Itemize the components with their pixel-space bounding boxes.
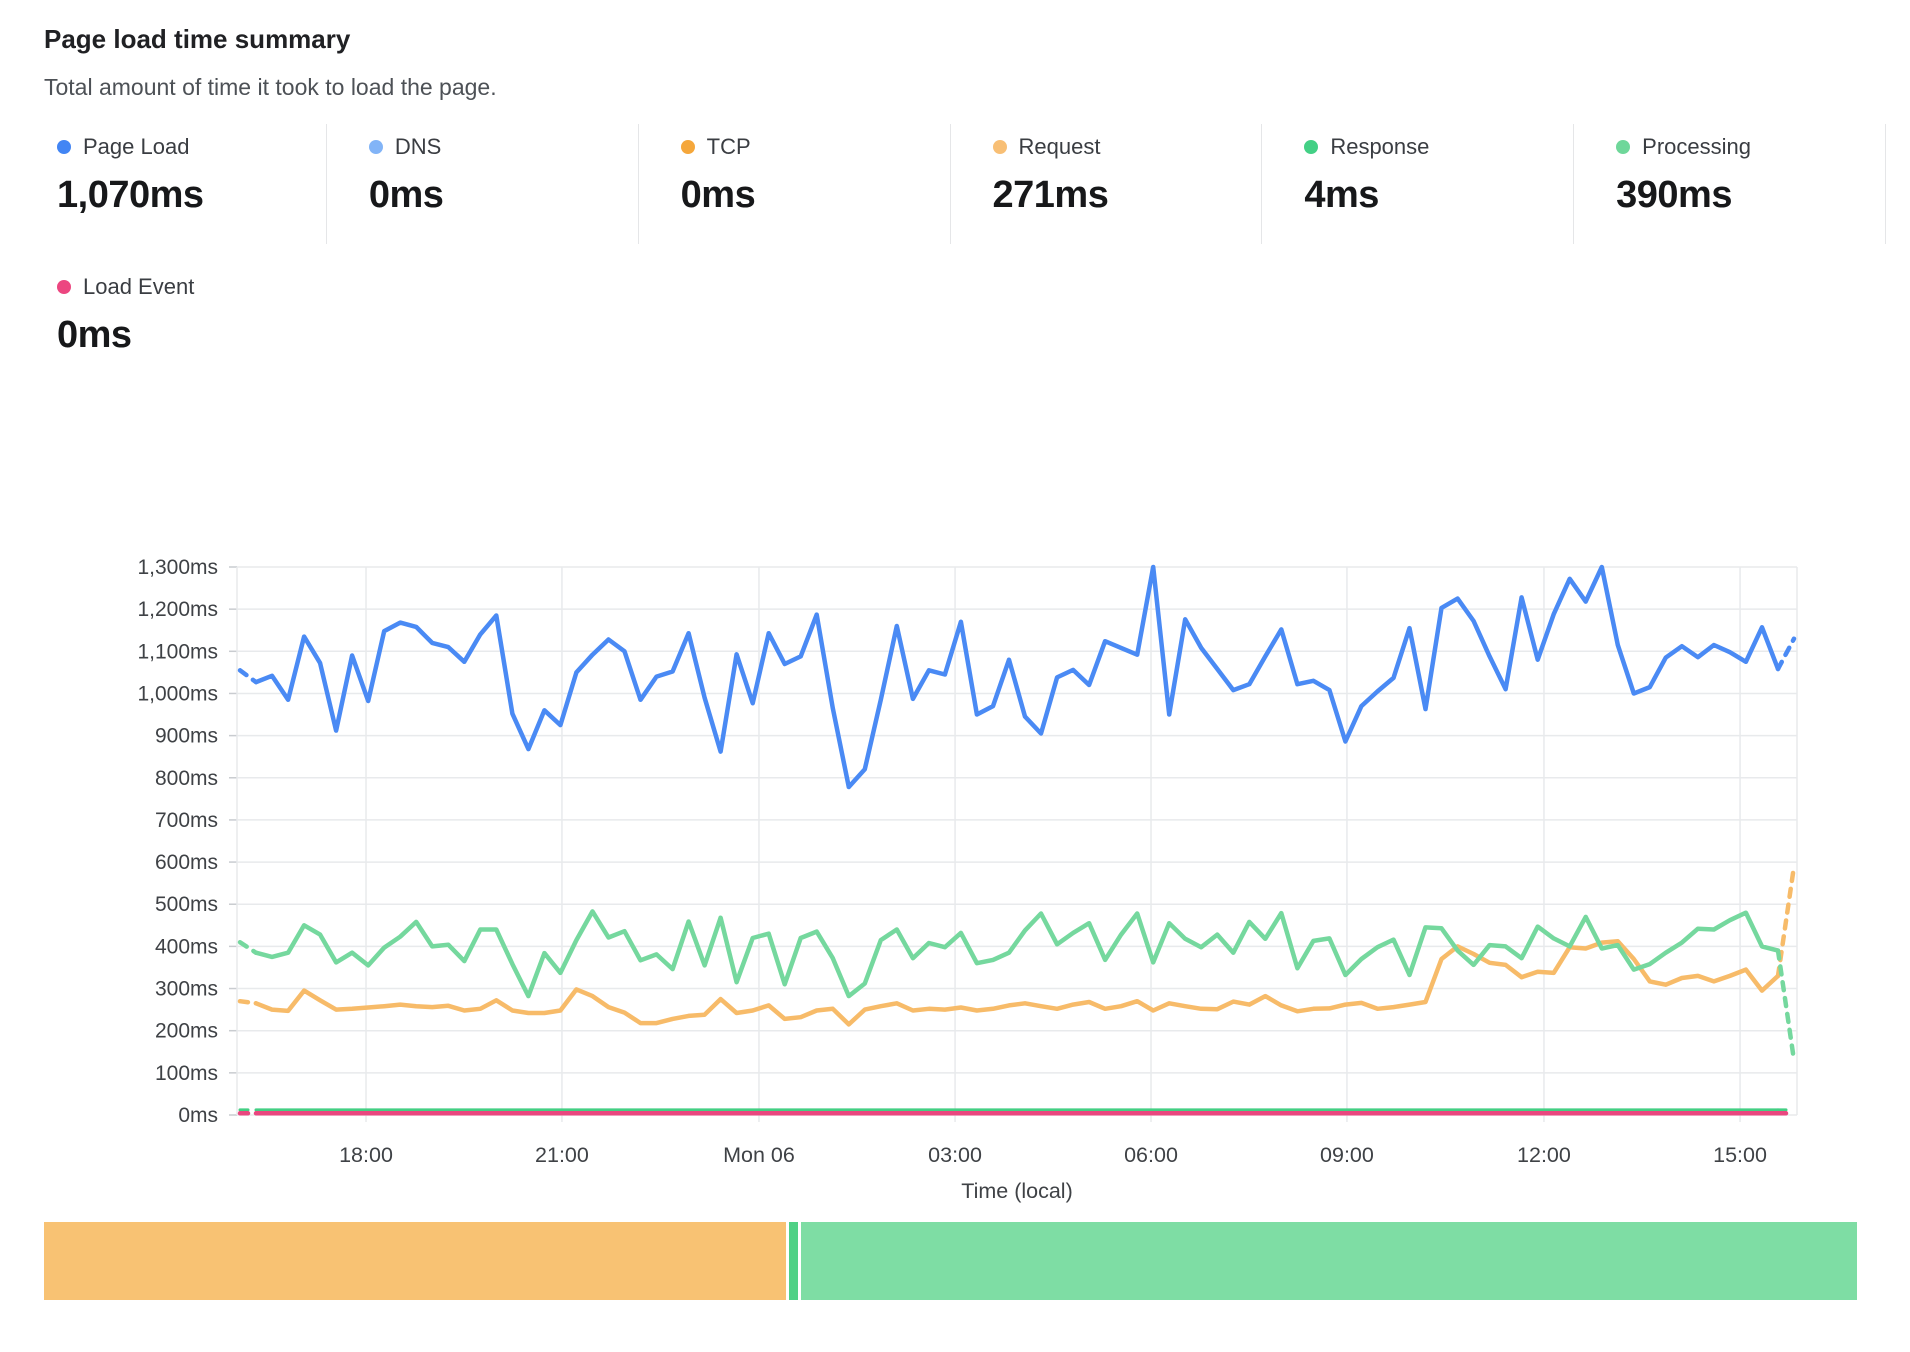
metrics-row: Page Load 1,070ms DNS 0ms TCP 0ms Request 271ms… — [15, 124, 1886, 244]
x-axis-label: 06:00 — [1124, 1143, 1178, 1167]
y-axis-label: 1,000ms — [137, 682, 218, 705]
bar-segment-response — [789, 1222, 798, 1300]
metric-value: 0ms — [368, 174, 444, 216]
metric-label: Load Event — [83, 274, 195, 299]
load-event-legend-dot-icon — [57, 280, 71, 294]
metric-tile-page-load: Page Load 1,070ms — [15, 124, 327, 244]
y-axis-label: 0ms — [178, 1104, 218, 1127]
metric-value: 0ms — [680, 174, 756, 216]
x-axis-label: 18:00 — [339, 1143, 393, 1167]
metric-label: Page Load — [83, 134, 190, 159]
y-axis-label: 1,200ms — [137, 598, 218, 621]
timing-breakdown-bar — [44, 1222, 1857, 1300]
y-axis-label: 800ms — [155, 767, 218, 790]
series-line-processing — [1775, 948, 1797, 1063]
x-axis-label: Mon 06 — [723, 1143, 795, 1167]
series-line-page-load — [237, 668, 259, 685]
x-axis-label: 12:00 — [1517, 1143, 1571, 1167]
y-axis-label: 1,100ms — [137, 640, 218, 663]
x-axis-label: 21:00 — [535, 1143, 589, 1167]
series-line-page-load — [1775, 636, 1797, 672]
x-axis-label: 09:00 — [1320, 1143, 1374, 1167]
series-line-processing — [237, 939, 259, 955]
metric-value: 1,070ms — [57, 174, 204, 216]
metric-tile-dns: DNS 0ms — [327, 124, 639, 244]
request-legend-dot-icon — [992, 140, 1007, 154]
processing-legend-dot-icon — [1616, 140, 1631, 154]
x-axis-label: 03:00 — [928, 1143, 982, 1167]
metric-value: 4ms — [1304, 174, 1379, 216]
metric-tile-load-event: Load Event 0ms — [15, 264, 194, 357]
metric-label: Response — [1330, 134, 1430, 159]
page-load-legend-dot-icon — [57, 140, 71, 154]
x-axis-title: Time (local) — [961, 1179, 1073, 1203]
y-axis-label: 900ms — [155, 725, 218, 748]
y-axis-label: 700ms — [155, 809, 218, 832]
metric-value: 390ms — [1616, 174, 1732, 216]
page-title: Page load time summary — [44, 24, 351, 54]
y-axis-label: 200ms — [155, 1020, 218, 1043]
metric-tile-request: Request 271ms — [951, 124, 1263, 244]
metric-value: 0ms — [57, 314, 132, 356]
y-axis-label: 500ms — [155, 893, 218, 916]
y-axis-label: 100ms — [155, 1062, 218, 1085]
metric-value: 271ms — [992, 174, 1109, 216]
metric-label: Processing — [1642, 134, 1751, 159]
y-axis-label: 1,300ms — [137, 556, 218, 579]
metric-label: DNS — [394, 134, 442, 159]
page-load-time-chart[interactable]: 0ms 100ms 200ms 300ms 400ms 500ms 600ms 700ms 80… — [0, 430, 1910, 1222]
series-line-processing — [253, 909, 1781, 999]
metric-tile-processing: Processing 390ms — [1574, 124, 1886, 244]
x-axis-label: 15:00 — [1713, 1143, 1767, 1167]
y-axis-label: 600ms — [155, 851, 218, 874]
series-line-request — [237, 998, 259, 1006]
page-subtitle: Total amount of time it took to load the… — [44, 74, 497, 100]
metric-tile-response: Response 4ms — [1262, 124, 1575, 244]
bar-segment-request — [44, 1222, 787, 1300]
series-line-page-load — [253, 564, 1781, 790]
metric-label: Request — [1018, 134, 1101, 159]
bar-segment-processing — [800, 1222, 1857, 1300]
metric-label: TCP — [706, 134, 751, 159]
y-axis-label: 300ms — [155, 978, 218, 1001]
metric-tile-tcp: TCP 0ms — [639, 124, 951, 244]
y-axis-label: 400ms — [155, 935, 218, 958]
response-legend-dot-icon — [1304, 140, 1319, 154]
dns-legend-dot-icon — [368, 140, 383, 154]
tcp-legend-dot-icon — [680, 140, 695, 154]
series-line-request — [253, 939, 1781, 1027]
